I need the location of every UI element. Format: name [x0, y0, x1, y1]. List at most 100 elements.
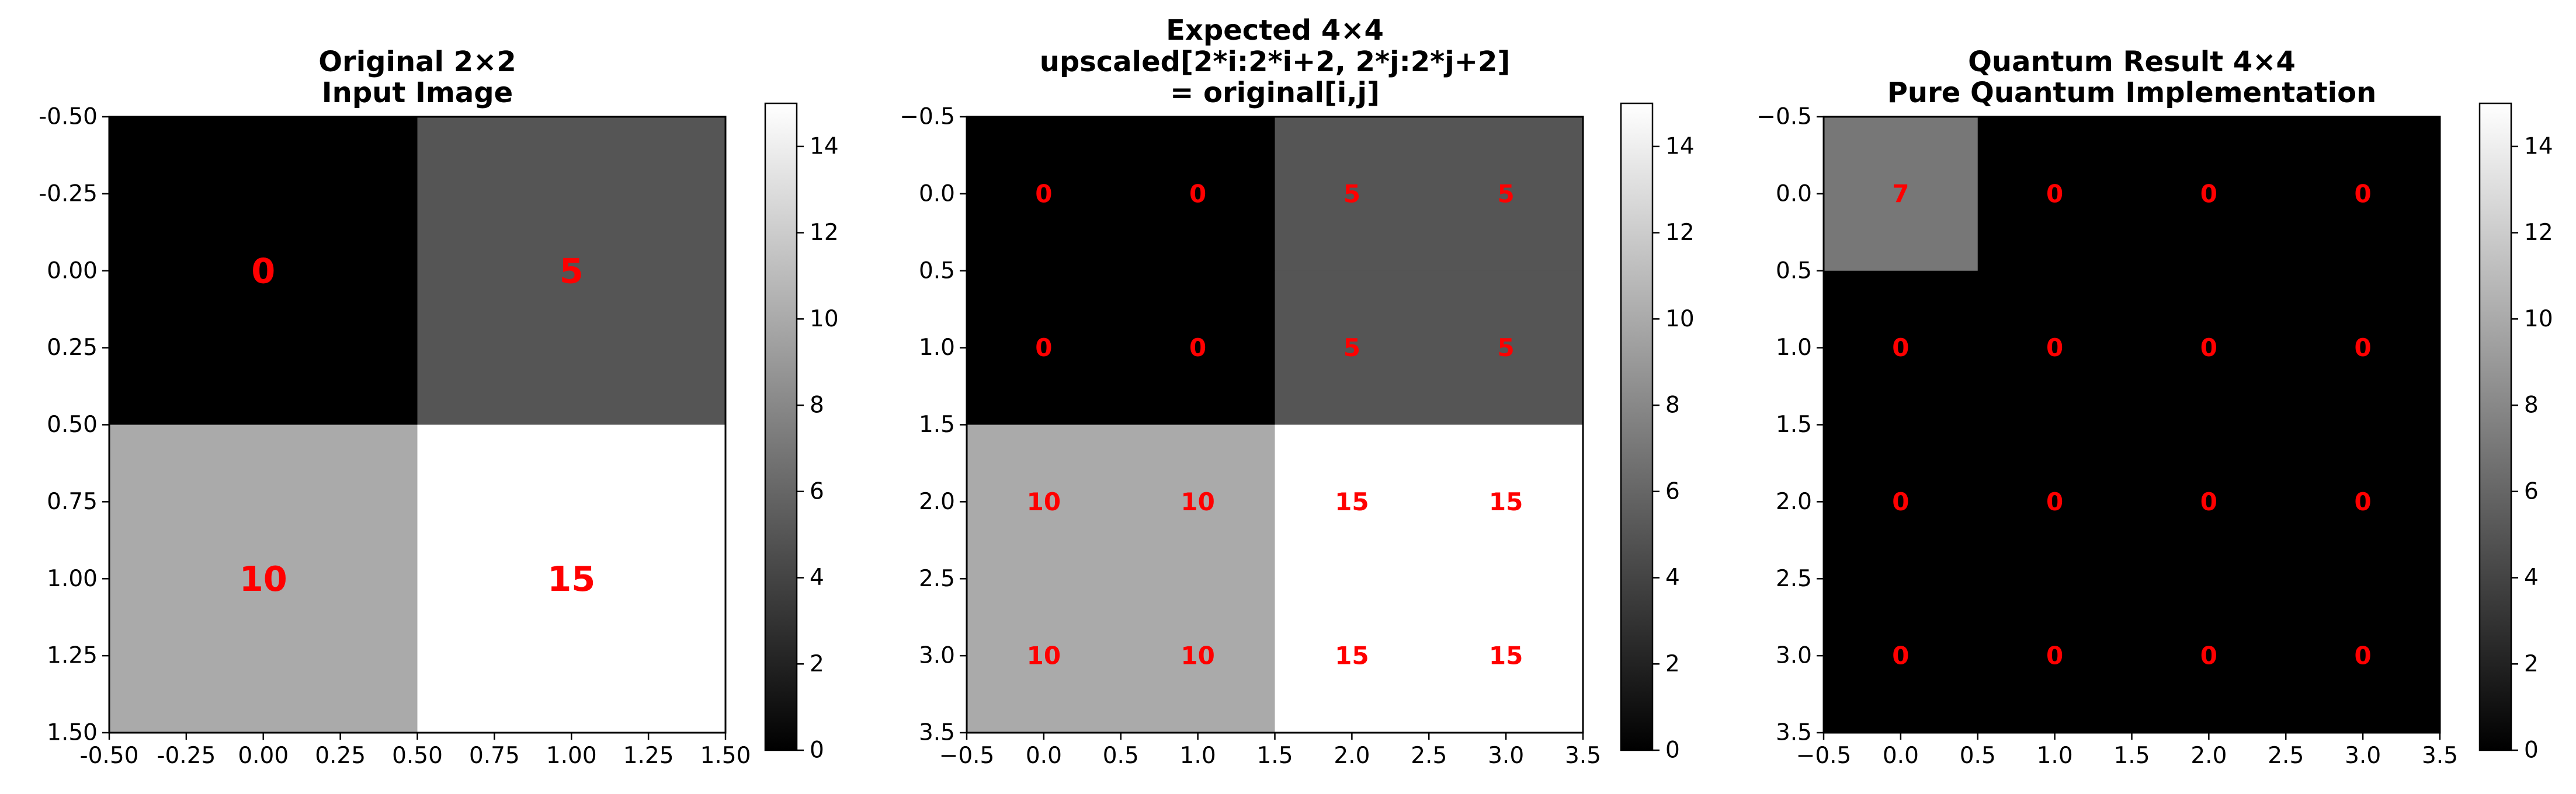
colorbar: [2478, 102, 2512, 751]
y-tick-label: 0.25: [47, 335, 98, 361]
cell-value-label: 0: [2355, 642, 2372, 670]
x-tick-label: 1.0: [2037, 743, 2073, 769]
heatmap-cell: [2131, 424, 2286, 579]
colorbar-tick-label: 0: [1665, 737, 1680, 764]
cell-value-label: 0: [2046, 487, 2063, 516]
y-tick-label: 3.5: [1776, 720, 1812, 746]
heatmap-cell: [1977, 579, 2133, 733]
cell-value-label: 0: [1035, 179, 1052, 208]
heatmap-cell: [1824, 270, 1978, 426]
y-tick-label: 2.0: [919, 489, 955, 515]
colorbar-tick-label: 14: [1665, 133, 1695, 159]
cell-value-label: 0: [2355, 333, 2372, 362]
x-tick-label: 1.50: [700, 743, 751, 769]
heatmap-cell: [967, 424, 1122, 579]
cell-value-label: 0: [2200, 179, 2217, 208]
y-tick-label: 1.0: [1776, 335, 1812, 361]
cell-value-label: 10: [1181, 642, 1214, 670]
cell-value-label: 0: [2200, 642, 2217, 670]
colorbar: [1620, 102, 1654, 751]
y-tick-label: 3.0: [919, 643, 955, 669]
chart-title-line: Original 2×2: [318, 46, 516, 78]
x-tick-label: −0.5: [1796, 743, 1852, 769]
heatmap-cell: [1824, 579, 1978, 733]
x-tick-label: 0.0: [1883, 743, 1919, 769]
y-tick-label: 1.00: [47, 566, 98, 592]
cell-value-label: 15: [1335, 487, 1369, 516]
x-tick-label: 2.5: [2268, 743, 2304, 769]
colorbar-tick-label: 10: [810, 306, 839, 332]
colorbar-tick-label: 6: [2524, 478, 2539, 504]
y-tick-label: 0.5: [919, 257, 955, 284]
colorbar-tick-label: 0: [2524, 737, 2539, 764]
heatmap-cell: [1977, 270, 2133, 426]
heatmap-cell: [1275, 424, 1429, 579]
cell-value-label: 0: [2200, 487, 2217, 516]
heatmap-cell: [1275, 270, 1429, 426]
cell-value-label: 0: [2355, 179, 2372, 208]
y-tick-label: 3.5: [919, 720, 955, 746]
heatmap-cell: [2286, 117, 2440, 271]
x-tick-label: 3.5: [2422, 743, 2458, 769]
colorbar-tick-label: 6: [810, 478, 824, 504]
heatmap-cell: [2286, 579, 2440, 733]
y-tick-label: 0.00: [47, 257, 98, 284]
colorbar-tick-label: 8: [1665, 392, 1680, 419]
colorbar-tick-label: 2: [1665, 651, 1680, 677]
heatmap-cell: [1275, 117, 1429, 271]
x-tick-label: 2.5: [1411, 743, 1447, 769]
heatmap-cell: [2131, 270, 2286, 426]
cell-value-label: 0: [1189, 333, 1206, 362]
heatmap-cell: [1429, 117, 1584, 271]
cell-value-label: 0: [1035, 333, 1052, 362]
chart-panel-2: 0 0 5 5 0 0 5 5 10 10 15 15 10 10 15 15 −0.5 0.0 0.5 1.0 1.5…: [900, 14, 1694, 769]
colorbar-tick-label: 10: [2524, 306, 2553, 332]
chart-title-line: upscaled[2*i:2*i+2, 2*j:2*j+2]: [1040, 46, 1511, 78]
heatmap-cell: [1824, 424, 1978, 579]
colorbar-tick-label: 8: [2524, 392, 2539, 419]
y-tick-label: -0.25: [39, 180, 98, 207]
x-tick-label: -0.25: [157, 743, 216, 769]
colorbar-tick-label: 12: [2524, 220, 2553, 246]
y-tick-label: 3.0: [1776, 643, 1812, 669]
x-tick-label: 0.75: [469, 743, 520, 769]
colorbar-tick-label: 6: [1665, 478, 1680, 504]
colorbar-tick-label: 0: [810, 737, 824, 764]
cell-value-label: 0: [1892, 642, 1909, 670]
heatmap-cell: [1120, 579, 1276, 733]
y-tick-label: −0.5: [1756, 104, 1812, 130]
colorbar-tick-label: 14: [2524, 133, 2553, 159]
cell-value-label: 5: [1498, 333, 1515, 362]
cell-value-label: 15: [1489, 642, 1523, 670]
y-tick-label: 1.5: [1776, 412, 1812, 438]
heatmap-cell: [109, 117, 418, 426]
x-tick-label: 0.25: [315, 743, 366, 769]
colorbar: [764, 102, 798, 751]
cell-value-label: 5: [1498, 179, 1515, 208]
y-tick-label: 0.50: [47, 412, 98, 438]
x-tick-label: 0.50: [392, 743, 443, 769]
heatmap-cell: [967, 579, 1122, 733]
heatmap-cell: [1429, 270, 1584, 426]
cell-value-label: 10: [1181, 487, 1214, 516]
chart-title-line: Expected 4×4: [1166, 14, 1384, 47]
heatmap-cell: [1120, 117, 1276, 271]
chart-title-line: Quantum Result 4×4: [1968, 46, 2296, 78]
colorbar-tick-label: 2: [810, 651, 824, 677]
chart-title-line: = original[i,j]: [1170, 76, 1380, 109]
x-tick-label: 1.00: [546, 743, 597, 769]
heatmap-cell: [2286, 270, 2440, 426]
colorbar-tick-label: 14: [810, 133, 839, 159]
colorbar-tick-label: 4: [2524, 565, 2539, 591]
heatmap-cell: [109, 424, 418, 733]
heatmap-cell: [1120, 270, 1276, 426]
heatmap-cell: [967, 270, 1122, 426]
cell-value-label: 15: [547, 559, 595, 599]
cell-value-label: 0: [251, 250, 275, 291]
colorbar-tick-label: 12: [810, 220, 839, 246]
colorbar-tick-label: 2: [2524, 651, 2539, 677]
colorbar-tick-label: 10: [1665, 306, 1695, 332]
y-tick-label: 1.25: [47, 643, 98, 669]
heatmap-cell: [2131, 579, 2286, 733]
y-tick-label: −0.5: [900, 104, 955, 130]
